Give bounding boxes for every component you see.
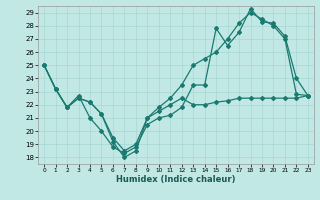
X-axis label: Humidex (Indice chaleur): Humidex (Indice chaleur) — [116, 175, 236, 184]
